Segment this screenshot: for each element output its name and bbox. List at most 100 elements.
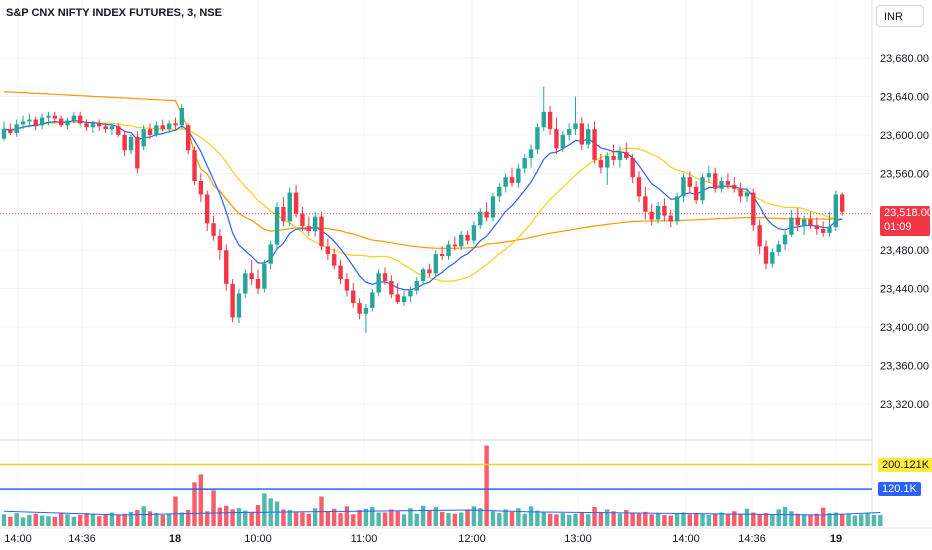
volume-bar xyxy=(484,445,489,526)
volume-bar xyxy=(179,512,184,526)
candle-body xyxy=(249,273,254,280)
candle-body xyxy=(8,129,13,133)
candle-body xyxy=(395,294,400,303)
candle-body xyxy=(484,211,489,218)
volume-bar xyxy=(401,514,407,526)
volume-bar xyxy=(763,513,769,526)
candle-body xyxy=(166,123,172,130)
last-price-tag: 23,518.00 01:09 xyxy=(880,205,932,236)
candle-body xyxy=(471,225,477,241)
candle-body xyxy=(192,150,197,182)
candle-body xyxy=(274,206,280,245)
volume-bar xyxy=(814,513,819,526)
time-tick-label: 14:00 xyxy=(672,533,700,545)
volume-bar xyxy=(58,512,64,526)
volume-bar xyxy=(573,513,578,526)
currency-button[interactable]: INR xyxy=(876,5,924,27)
volume-bar xyxy=(681,512,686,526)
volume-bar xyxy=(395,511,400,526)
volume-bar xyxy=(871,514,877,526)
candle-body xyxy=(84,123,89,128)
volume-bar xyxy=(713,513,718,526)
candle-body xyxy=(401,296,407,303)
volume-bar xyxy=(249,511,254,526)
volume-bar xyxy=(611,511,616,526)
volume-bar xyxy=(46,516,51,526)
candle-body xyxy=(319,216,324,247)
volume-bar xyxy=(586,514,591,526)
volume-bar xyxy=(630,512,635,526)
volume-bar xyxy=(128,511,134,526)
candle-body xyxy=(592,129,597,160)
candle-body xyxy=(90,123,96,128)
candle-body xyxy=(135,136,140,169)
volume-bar xyxy=(732,511,737,526)
candle-body xyxy=(516,168,521,183)
candle-body xyxy=(732,184,737,189)
volume-bar xyxy=(725,514,731,526)
candle-body xyxy=(306,226,311,231)
candle-body xyxy=(97,123,102,127)
volume-bar xyxy=(649,514,654,526)
candle-body xyxy=(293,192,299,214)
volume-level-yellow-tag: 200.121K xyxy=(878,457,932,472)
candle-body xyxy=(243,273,248,294)
volume-bar xyxy=(427,510,432,526)
volume-bar xyxy=(338,513,343,526)
candle-body xyxy=(27,119,32,122)
candle-body xyxy=(503,177,508,187)
volume-bar xyxy=(90,513,96,526)
candle-body xyxy=(782,234,788,245)
candle-body xyxy=(738,188,743,197)
volume-bar xyxy=(636,513,642,526)
volume-bar xyxy=(674,513,680,526)
volume-bar xyxy=(497,513,502,526)
candle-body xyxy=(1,129,7,139)
volume-bar xyxy=(382,512,388,526)
candle-body xyxy=(662,206,667,216)
volume-bar xyxy=(605,509,610,526)
candle-body xyxy=(173,123,178,126)
price-tick-label: 23,440.00 xyxy=(880,284,929,296)
volume-bar xyxy=(554,514,559,526)
candle-body xyxy=(52,115,57,119)
volume-bar xyxy=(185,510,191,526)
bar-countdown: 01:09 xyxy=(884,220,912,233)
volume-bar xyxy=(274,501,280,526)
candle-body xyxy=(636,177,642,197)
candle-body xyxy=(535,127,540,150)
volume-bar xyxy=(141,506,146,526)
volume-bar xyxy=(325,511,331,526)
candle-body xyxy=(414,280,419,291)
volume-bar xyxy=(478,508,483,526)
candle-body xyxy=(230,283,235,318)
volume-bar xyxy=(808,514,813,526)
candle-body xyxy=(465,234,470,241)
volume-bar xyxy=(39,515,45,526)
volume-bar xyxy=(668,515,673,526)
volume-bar xyxy=(33,513,38,526)
volume-bar xyxy=(71,516,77,526)
candle-body xyxy=(757,225,762,247)
price-tick-label: 23,640.00 xyxy=(880,91,929,103)
volume-bar xyxy=(693,513,699,526)
volume-bar xyxy=(439,511,445,526)
candle-body xyxy=(776,244,781,253)
volume-bar xyxy=(465,509,470,526)
candle-body xyxy=(122,134,127,151)
volume-bar xyxy=(255,505,261,526)
volume-bar xyxy=(420,505,426,526)
candle-body xyxy=(795,217,800,226)
volume-bar xyxy=(528,506,534,526)
volume-bar xyxy=(522,513,527,526)
price-axis-labels: 23,680.00 23,640.00 23,600.00 23,560.00 23,4… xyxy=(880,53,929,411)
volume-bar xyxy=(376,512,381,526)
candle-body xyxy=(65,120,70,126)
candle-body xyxy=(497,186,502,197)
candle-body xyxy=(376,273,381,293)
candle-body xyxy=(363,307,369,314)
volume-bar xyxy=(312,508,318,526)
candle-body xyxy=(547,111,553,130)
candle-body xyxy=(649,211,654,220)
